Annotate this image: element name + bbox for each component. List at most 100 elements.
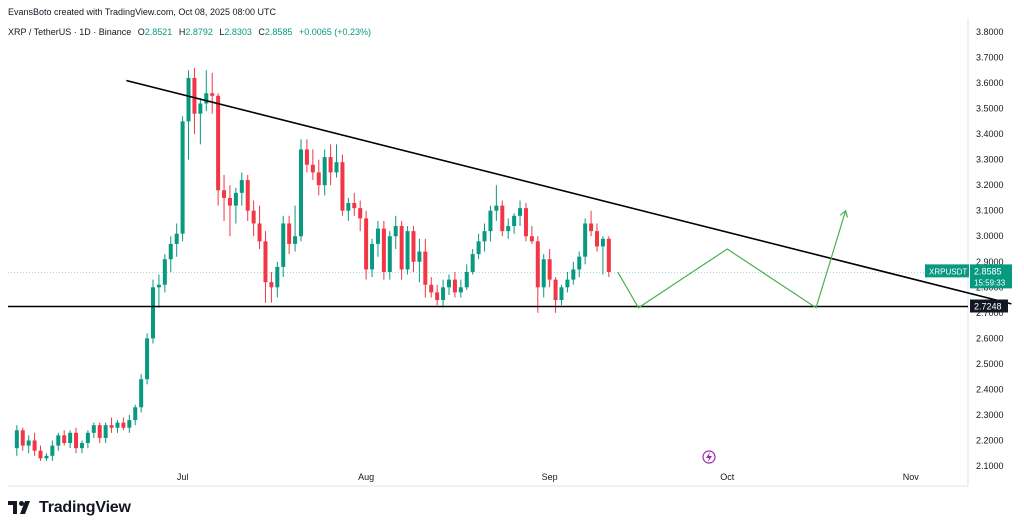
candle-body bbox=[393, 226, 398, 237]
close-label: C bbox=[258, 27, 265, 37]
candle-body bbox=[275, 266, 280, 288]
candle-body bbox=[340, 162, 345, 211]
candle-body bbox=[523, 208, 528, 237]
support-badge-value: 2.7248 bbox=[974, 301, 1002, 311]
candle-body bbox=[32, 440, 37, 451]
candle-body bbox=[577, 256, 582, 270]
candle-body bbox=[133, 407, 138, 421]
candle-body bbox=[512, 215, 517, 227]
candle-body bbox=[109, 425, 114, 428]
candle-body bbox=[464, 271, 469, 288]
y-tick-label: 3.6000 bbox=[976, 78, 1004, 88]
price-badge: XRPUSDT 2.8585 15:59:33 bbox=[925, 264, 1012, 289]
close-value: 2.8585 bbox=[264, 27, 293, 37]
y-tick-label: 2.2000 bbox=[976, 435, 1004, 445]
candle-body bbox=[304, 149, 309, 165]
candle-body bbox=[600, 238, 605, 247]
candle-body bbox=[20, 430, 25, 446]
candle-body bbox=[571, 269, 576, 280]
candle-body bbox=[186, 77, 191, 122]
candle-body bbox=[97, 425, 102, 438]
candle-body bbox=[192, 77, 197, 114]
tradingview-logo-icon bbox=[8, 501, 30, 514]
author-line: EvansBoto created with TradingView.com, … bbox=[8, 7, 276, 17]
projection-arrowhead bbox=[839, 209, 849, 218]
candle-body bbox=[358, 208, 363, 219]
candle-body bbox=[458, 287, 463, 293]
tradingview-logo[interactable]: TradingView bbox=[8, 498, 131, 518]
candle-body bbox=[447, 279, 451, 288]
candle-body bbox=[287, 223, 292, 244]
candle-body bbox=[156, 284, 161, 288]
candle-body bbox=[251, 210, 256, 224]
lightning-event-icon bbox=[702, 450, 716, 464]
candle-body bbox=[583, 223, 588, 257]
candle-body bbox=[204, 93, 209, 104]
candle-body bbox=[559, 287, 564, 301]
candle-body bbox=[500, 205, 505, 232]
y-tick-label: 3.2000 bbox=[976, 180, 1004, 190]
candle-body bbox=[405, 231, 410, 270]
candle-body bbox=[399, 226, 404, 270]
candle-body bbox=[435, 292, 440, 301]
y-tick-label: 2.5000 bbox=[976, 359, 1004, 369]
candle-body bbox=[180, 121, 185, 234]
candle-body bbox=[494, 205, 499, 211]
candle-body bbox=[441, 287, 446, 301]
candle-body bbox=[139, 379, 144, 408]
x-tick-label: Oct bbox=[720, 472, 735, 482]
candle-body bbox=[269, 282, 274, 288]
lightning-event-bolt bbox=[706, 452, 712, 462]
candle-body bbox=[79, 443, 84, 449]
high-value: 2.8792 bbox=[185, 27, 213, 37]
candle-body bbox=[535, 241, 540, 288]
price-badge-price: 2.8585 bbox=[974, 266, 1002, 276]
candle-body bbox=[14, 430, 19, 449]
high-label: H bbox=[178, 27, 186, 37]
candle-body bbox=[541, 259, 546, 288]
x-tick-label: Aug bbox=[358, 472, 374, 482]
candle-body bbox=[547, 259, 552, 280]
y-tick-label: 2.9000 bbox=[976, 257, 1004, 267]
candle-body bbox=[257, 223, 262, 242]
candle-body bbox=[529, 236, 534, 242]
candle-body bbox=[210, 93, 215, 96]
candle-body bbox=[316, 172, 321, 186]
projection-path bbox=[617, 210, 847, 309]
candle-body bbox=[162, 259, 167, 285]
candle-body bbox=[68, 432, 73, 444]
candle-body bbox=[115, 422, 120, 428]
symbol-name[interactable]: XRP / TetherUS · 1D · Binance bbox=[8, 27, 132, 37]
y-tick-label: 3.7000 bbox=[976, 53, 1004, 63]
resistance-trendline bbox=[126, 79, 1012, 305]
candle-body bbox=[370, 243, 375, 270]
candle-body bbox=[62, 435, 67, 444]
y-tick-label: 2.1000 bbox=[976, 461, 1004, 471]
y-tick-label: 3.8000 bbox=[976, 27, 1004, 37]
candle-body bbox=[38, 450, 43, 459]
candle-body bbox=[44, 455, 49, 459]
candle-body bbox=[174, 233, 179, 244]
candle-body bbox=[227, 197, 232, 206]
candle-body bbox=[145, 338, 150, 380]
candle-body bbox=[56, 435, 61, 446]
candle-body bbox=[488, 210, 493, 232]
y-tick-label: 2.6000 bbox=[976, 333, 1004, 343]
x-tick-label: Nov bbox=[903, 472, 920, 482]
candle-body bbox=[168, 243, 173, 260]
y-tick-label: 2.4000 bbox=[976, 384, 1004, 394]
candle-body bbox=[346, 203, 351, 211]
candle-body bbox=[452, 279, 457, 293]
candle-body bbox=[411, 231, 416, 262]
y-tick-label: 2.3000 bbox=[976, 410, 1004, 420]
support-badge-bg bbox=[970, 299, 1008, 313]
candle-body bbox=[74, 432, 79, 449]
y-tick-label: 3.5000 bbox=[976, 104, 1004, 114]
candle-body bbox=[322, 157, 327, 186]
candle-body bbox=[429, 284, 434, 293]
candle-body bbox=[328, 157, 333, 173]
candle-body bbox=[375, 228, 380, 244]
candle-body bbox=[281, 223, 286, 267]
candle-body bbox=[216, 95, 221, 191]
